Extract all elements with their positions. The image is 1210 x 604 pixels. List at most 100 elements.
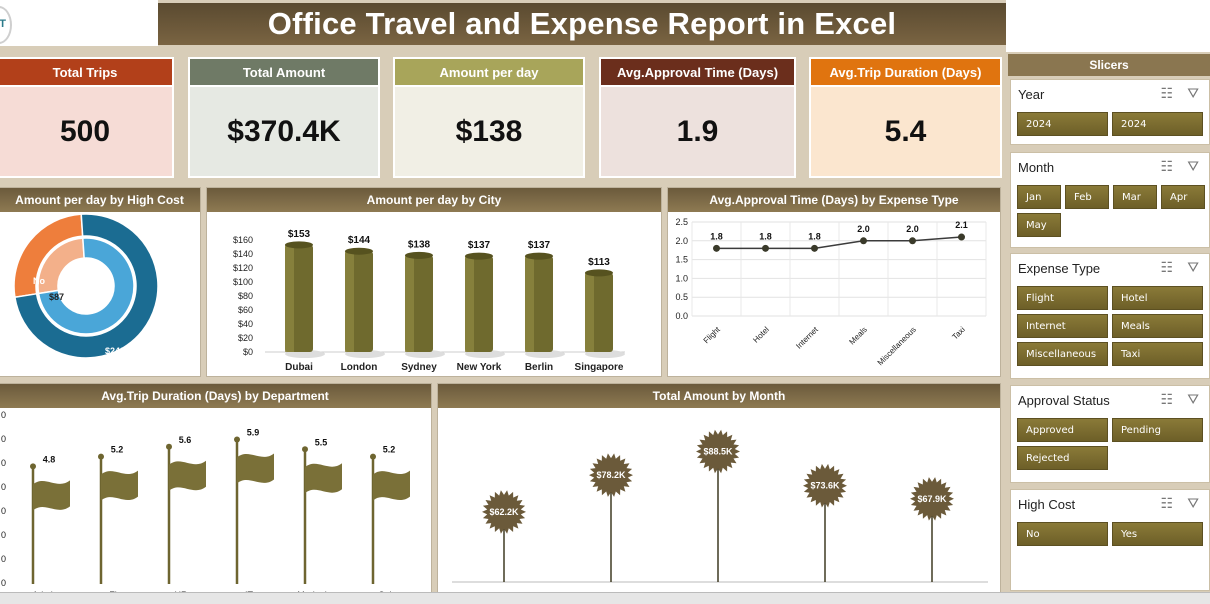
multi-select-icon[interactable]: ☷ — [1160, 86, 1174, 102]
flag-pole-knob — [302, 446, 308, 453]
x-tick-label: Internet — [794, 325, 820, 351]
flag — [373, 470, 410, 501]
chart-panel-city: Amount per day by City $0 $20 $40 $60 $80 $10… — [206, 187, 662, 377]
donut-category-label: Yes — [122, 360, 138, 370]
slicer-item-pending[interactable]: Pending — [1112, 418, 1203, 442]
slicer-item-2024-b[interactable]: 2024 — [1112, 112, 1203, 136]
data-label: 1.8 — [759, 231, 772, 241]
data-label: 1.8 — [808, 231, 821, 241]
y-tick-label-clipped: 0 — [1, 506, 6, 516]
slicer-item-hotel[interactable]: Hotel — [1112, 286, 1203, 310]
slicer-title: Month — [1018, 160, 1055, 175]
kpi-value: $370.4K — [190, 87, 378, 176]
slicer-title: Approval Status — [1018, 393, 1110, 408]
clear-filter-icon[interactable]: ⛛ — [1187, 496, 1199, 512]
data-point — [860, 237, 867, 245]
lollipop-starburst — [589, 453, 633, 497]
y-tick-label: $40 — [238, 319, 253, 329]
multi-select-icon[interactable]: ☷ — [1160, 496, 1174, 512]
slicer-high-cost: High Cost ☷ ⛛ No Yes — [1010, 489, 1210, 591]
report-title-bar: Office Travel and Expense Report in Exce… — [158, 3, 1006, 45]
y-tick-label: $160 — [233, 235, 253, 245]
x-tick-label: London — [341, 362, 378, 373]
slicer-item-internet[interactable]: Internet — [1017, 314, 1108, 338]
x-tick-label: Meals — [847, 325, 868, 346]
bar-cap — [465, 252, 493, 260]
y-tick-label-clipped: 0 — [1, 410, 6, 420]
slicer-item-jan[interactable]: Jan — [1017, 185, 1061, 209]
slicer-item-approved[interactable]: Approved — [1017, 418, 1108, 442]
logo-text: T — [0, 18, 6, 30]
kpi-label: Amount per day — [395, 59, 583, 85]
y-tick-label: 1.5 — [675, 255, 688, 265]
slicer-item-no[interactable]: No — [1017, 522, 1108, 546]
bar-highlight — [285, 244, 294, 352]
kpi-value: 5.4 — [811, 87, 1000, 176]
bar-cap — [345, 247, 373, 255]
chart-panel-month: Total Amount by Month $62.2K $78.2K $88.5K… — [437, 383, 1001, 595]
data-point — [762, 244, 769, 252]
data-label: 2.1 — [955, 220, 968, 230]
data-point — [713, 244, 720, 252]
multi-select-icon[interactable]: ☷ — [1160, 260, 1174, 276]
bar-cap — [405, 251, 433, 259]
data-label: $113 — [588, 257, 610, 268]
clear-filter-icon[interactable]: ⛛ — [1187, 392, 1199, 408]
lollipop-starburst — [696, 429, 740, 474]
slicer-item-mar[interactable]: Mar — [1113, 185, 1157, 209]
x-tick-label: Flight — [702, 325, 723, 346]
slicers-header: Slicers — [1008, 54, 1210, 76]
data-label: $137 — [528, 240, 551, 251]
lollipop-starburst — [910, 477, 954, 521]
chart-title: Avg.Trip Duration (Days) by Department — [0, 384, 431, 408]
y-tick-label: 1.0 — [675, 273, 688, 283]
flag — [33, 480, 70, 511]
slicer-item-flight[interactable]: Flight — [1017, 286, 1108, 310]
slicer-item-may[interactable]: May — [1017, 213, 1061, 237]
bar-cap — [285, 241, 313, 249]
y-tick-label-clipped: 0 — [1, 530, 6, 540]
chart-title: Total Amount by Month — [438, 384, 1000, 408]
slicer-item-meals[interactable]: Meals — [1112, 314, 1203, 338]
flag — [101, 470, 138, 501]
donut-data-label: $242 — [105, 346, 125, 356]
data-label: 5.5 — [315, 437, 328, 447]
x-tick-label: New York — [457, 362, 502, 373]
lollipop-starburst — [803, 463, 847, 508]
donut-category-label: No — [33, 276, 45, 286]
y-tick-label: 2.5 — [675, 217, 688, 227]
slicer-item-feb[interactable]: Feb — [1065, 185, 1109, 209]
slicer-item-taxi[interactable]: Taxi — [1112, 342, 1203, 366]
report-title: Office Travel and Expense Report in Exce… — [267, 6, 897, 41]
slicer-item-apr[interactable]: Apr — [1161, 185, 1205, 209]
data-label: $138 — [408, 239, 431, 250]
kpi-label: Total Amount — [190, 59, 378, 85]
slicer-item-miscellaneous[interactable]: Miscellaneous — [1017, 342, 1108, 366]
kpi-card-avg-trip-duration: Avg.Trip Duration (Days) 5.4 — [809, 57, 1002, 178]
slicer-item-yes[interactable]: Yes — [1112, 522, 1203, 546]
series-line — [716, 236, 962, 250]
slicer-month: Month ☷ ⛛ Jan Feb Mar Apr May — [1010, 152, 1210, 248]
multi-select-icon[interactable]: ☷ — [1160, 159, 1174, 175]
clear-filter-icon[interactable]: ⛛ — [1187, 86, 1199, 102]
kpi-card-amount-per-day: Amount per day $138 — [393, 57, 585, 178]
slicer-item-rejected[interactable]: Rejected — [1017, 446, 1108, 470]
data-point — [958, 233, 965, 241]
multi-select-icon[interactable]: ☷ — [1160, 392, 1174, 408]
data-label: $88.5K — [703, 446, 733, 456]
data-label: $67.9K — [917, 494, 947, 504]
kpi-card-avg-approval-time: Avg.Approval Time (Days) 1.9 — [599, 57, 796, 178]
donut-data-label: $87 — [49, 292, 64, 302]
x-tick-label: Sydney — [401, 362, 437, 373]
slicer-item-2024[interactable]: 2024 — [1017, 112, 1108, 136]
data-label: 2.0 — [906, 224, 919, 234]
title-left-strip — [0, 0, 158, 46]
data-label: 5.2 — [111, 445, 124, 455]
slicer-year: Year ☷ ⛛ 2024 2024 — [1010, 79, 1210, 145]
clear-filter-icon[interactable]: ⛛ — [1187, 260, 1199, 276]
slicer-title: High Cost — [1018, 497, 1076, 512]
clear-filter-icon[interactable]: ⛛ — [1187, 159, 1199, 175]
sheet-tab-bar[interactable] — [0, 592, 1210, 604]
y-tick-label: $20 — [238, 333, 253, 343]
approval-line-chart: 0.0 0.5 1.0 1.5 2.0 2.5 1.8 Flight 1.8 Hotel 1.8 In… — [675, 217, 987, 367]
